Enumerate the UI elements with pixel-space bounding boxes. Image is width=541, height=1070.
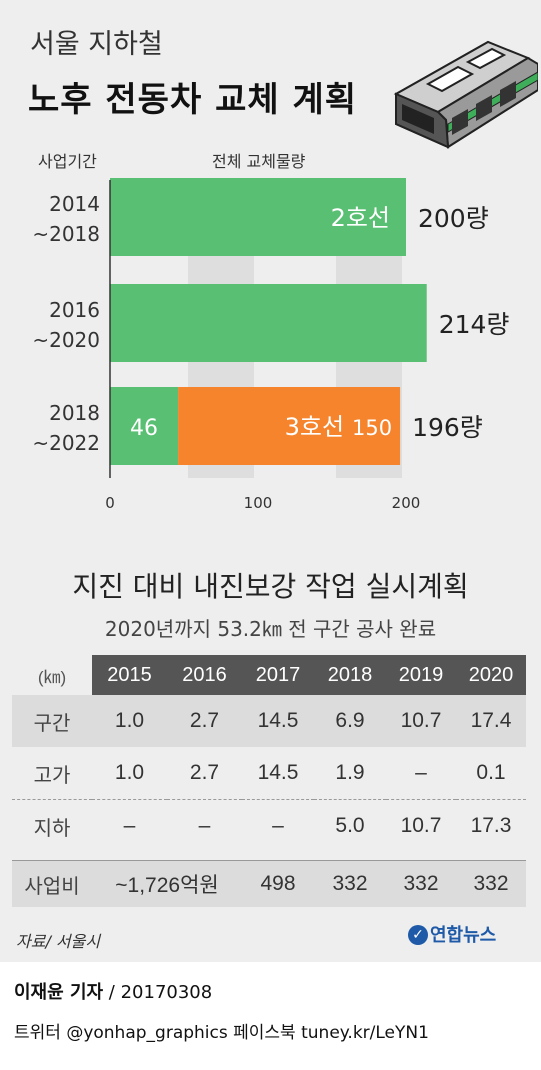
- table-row-budget: 사업비 ~1,726억원 498 332 332 332: [12, 860, 526, 907]
- subway-train-illustration: [393, 40, 538, 149]
- table-row-elevated: 고가 1.0 2.7 14.5 1.9 – 0.1: [12, 747, 526, 800]
- seismic-plan-table: (㎞) 2015 2016 2017 2018 2019 2020 구간 1.0…: [12, 655, 526, 907]
- row-label: 고가: [12, 747, 92, 800]
- year-header: 2015: [92, 655, 167, 695]
- series-label: 2호선: [331, 204, 390, 232]
- unit-label: (㎞): [12, 655, 92, 695]
- credit-date: / 20170308: [103, 982, 213, 1003]
- social-credit: 트위터 @yonhap_graphics 페이스북 tuney.kr/LeYN1: [14, 1023, 429, 1043]
- period-label: ~2020: [32, 328, 100, 352]
- total-label: 200량: [418, 204, 489, 233]
- reporter-name: 이재윤 기자: [14, 982, 104, 1003]
- table-cell: 1.0: [92, 695, 167, 747]
- table-cell: –: [123, 814, 136, 837]
- x-tick-label: 100: [244, 494, 273, 512]
- table-cell: 1.9: [314, 747, 386, 800]
- year-header: 2017: [242, 655, 314, 695]
- period-label: 2016: [49, 298, 100, 322]
- year-header: 2016: [167, 655, 242, 695]
- table-cell: 332: [314, 860, 386, 907]
- table-cell: 14.5: [242, 747, 314, 800]
- yonhap-logo-icon: ✓: [408, 925, 428, 945]
- table-cell: 5.0: [335, 814, 365, 837]
- table-spacer: [12, 852, 526, 860]
- table-cell: 2.7: [167, 695, 242, 747]
- bar-line2: [110, 284, 427, 362]
- reporter-credit: 이재윤 기자 / 20170308: [14, 978, 212, 1004]
- row-label: 지하: [33, 817, 71, 840]
- table-cell: 17.4: [456, 695, 526, 747]
- table-cell: 1.0: [92, 747, 167, 800]
- table-cell: –: [272, 814, 284, 837]
- table-cell: 2.7: [167, 747, 242, 800]
- period-label: ~2018: [32, 222, 100, 246]
- table-cell: ~1,726억원: [92, 860, 242, 907]
- table-cell: 332: [386, 860, 456, 907]
- period-column-label: 사업기간: [38, 152, 97, 171]
- title-line-1: 서울 지하철: [30, 29, 163, 60]
- bar-line2: [110, 178, 406, 256]
- title-line-2: 노후 전동차 교체 계획: [28, 80, 358, 120]
- table-row-underground: 지하 – – – 5.0 10.7 17.3: [12, 800, 526, 852]
- bar-line3: [178, 387, 401, 465]
- table-cell: 332: [456, 860, 526, 907]
- bar-line2: [110, 387, 179, 465]
- table-cell: –: [386, 747, 456, 800]
- row-label: 사업비: [12, 860, 92, 907]
- logo-text: 연합뉴스: [430, 925, 497, 946]
- seismic-plan-title: 지진 대비 내진보강 작업 실시계획: [72, 570, 469, 603]
- row-label: 구간: [12, 695, 92, 747]
- infographic-card: 서울 지하철 노후 전동차 교체 계획 사업기간 전체 교체물량 2014 ~20…: [0, 0, 541, 962]
- train-body: [393, 40, 538, 149]
- seismic-plan-subtitle: 2020년까지 53.2㎞ 전 구간 공사 완료: [104, 617, 437, 641]
- data-label: 46: [130, 416, 158, 441]
- total-label: 214량: [439, 310, 510, 339]
- x-tick-label: 0: [105, 494, 115, 512]
- data-label: 150: [352, 416, 392, 440]
- period-label: 2018: [49, 401, 100, 425]
- series-label: 3호선: [285, 413, 344, 441]
- table-cell: 6.9: [314, 695, 386, 747]
- year-header: 2020: [456, 655, 526, 695]
- year-header: 2018: [314, 655, 386, 695]
- table-cell: 10.7: [400, 814, 442, 837]
- table-cell: 0.1: [456, 747, 526, 800]
- year-header: 2019: [386, 655, 456, 695]
- period-label: ~2022: [32, 431, 100, 455]
- table-cell: 14.5: [242, 695, 314, 747]
- table-cell: 17.3: [470, 814, 512, 837]
- table-row-section: 구간 1.0 2.7 14.5 6.9 10.7 17.4: [12, 695, 526, 747]
- period-label: 2014: [49, 192, 100, 216]
- total-column-label: 전체 교체물량: [212, 152, 306, 171]
- total-label: 196량: [412, 413, 483, 442]
- table-header-row: (㎞) 2015 2016 2017 2018 2019 2020: [12, 655, 526, 695]
- replacement-bar-chart: 2014 ~2018 200량 2호선 2016 ~2020 214량 2018 ~2022 19…: [32, 178, 510, 512]
- x-tick-label: 200: [392, 494, 421, 512]
- source-note: 자료/ 서울시: [16, 932, 101, 951]
- table-cell: –: [198, 814, 211, 837]
- table-cell: 498: [242, 860, 314, 907]
- yonhap-logo: ✓ 연합뉴스: [408, 921, 496, 947]
- table-cell: 10.7: [386, 695, 456, 747]
